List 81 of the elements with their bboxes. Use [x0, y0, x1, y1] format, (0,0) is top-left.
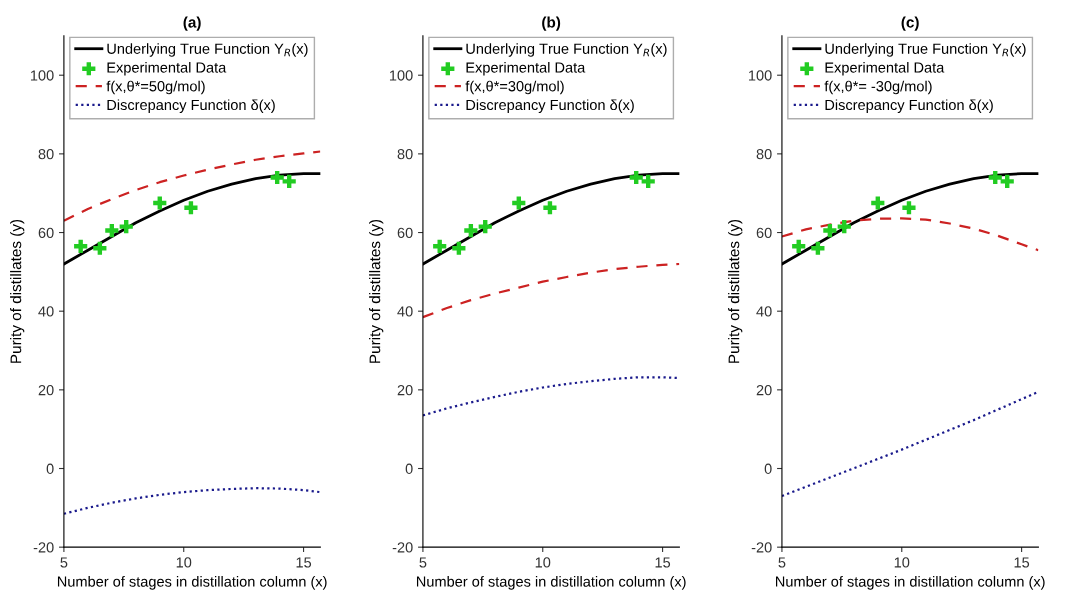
point [629, 170, 643, 185]
point [512, 196, 526, 210]
x-tick-label: 15 [655, 557, 671, 568]
x-axis-title: Number of stages in distillation column (x) [776, 576, 1045, 590]
x-axis-title: Number of stages in distillation column (x) [416, 576, 686, 590]
legend-label: Experimental Data [107, 61, 227, 76]
point [433, 239, 447, 253]
point [871, 196, 885, 210]
point [464, 223, 478, 238]
point [74, 239, 88, 253]
point [811, 241, 825, 255]
legend-label: Discrepancy Function δ(x) [825, 99, 993, 113]
y-tick-label: 60 [397, 227, 413, 238]
point [641, 174, 655, 188]
point [184, 201, 198, 215]
y-tick-label: 20 [756, 384, 772, 396]
line-series [63, 487, 321, 515]
y-tick-label: 80 [397, 148, 413, 160]
y-axis-title: Purity of distillates (y) [369, 219, 384, 363]
legend-label: Underlying True Function Y$_{R}$(x) [107, 43, 308, 57]
point [105, 223, 119, 238]
chart-title: (c) [901, 16, 919, 31]
y-tick-label: 20 [38, 384, 54, 396]
y-tick-label: 80 [756, 148, 772, 160]
y-tick-label: -20 [751, 542, 772, 553]
point [270, 170, 284, 185]
y-tick-label: 100 [389, 70, 413, 81]
y-tick-label: 0 [764, 463, 772, 474]
legend-label: f(x,θ*=50g/mol) [106, 80, 205, 95]
point [988, 170, 1002, 185]
point [452, 241, 466, 255]
point [792, 239, 806, 253]
point [902, 201, 916, 215]
y-tick-label: 60 [38, 227, 54, 238]
line-series [781, 390, 1039, 498]
point [93, 241, 107, 255]
chart-title: (a) [183, 16, 201, 31]
x-tick-label: 10 [535, 557, 551, 568]
line-series [781, 217, 1039, 252]
line-series [63, 150, 321, 222]
x-tick-label: 15 [296, 557, 312, 568]
legend-label: Underlying True Function Y$_{R}$(x) [466, 43, 667, 57]
y-tick-label: 0 [405, 463, 413, 474]
x-tick-label: 5 [778, 557, 786, 568]
y-tick-label: -20 [392, 542, 413, 553]
y-tick-label: 40 [38, 306, 54, 317]
line-series [422, 262, 680, 319]
legend-label: f(x,θ*=30g/mol) [465, 80, 564, 95]
y-axis-title: Purity of distillates (y) [728, 219, 743, 363]
point [543, 201, 557, 215]
x-tick-label: 10 [176, 557, 192, 568]
legend-label: Discrepancy Function δ(x) [466, 99, 634, 113]
y-axis-title: Purity of distillates (y) [10, 219, 25, 363]
point [119, 220, 133, 234]
chart-title: (b) [542, 16, 561, 31]
legend-label: Discrepancy Function δ(x) [107, 99, 275, 113]
y-tick-label: 100 [748, 70, 772, 81]
y-tick-label: 80 [38, 148, 54, 160]
x-tick-label: 15 [1014, 557, 1030, 568]
x-tick-label: 5 [60, 557, 68, 568]
y-tick-label: 40 [397, 306, 413, 317]
legend-label: f(x,θ*= -30g/mol) [824, 80, 932, 95]
point [1000, 174, 1014, 188]
point [823, 223, 837, 238]
y-tick-label: 60 [756, 227, 772, 238]
line-series [422, 376, 680, 417]
x-tick-label: 10 [894, 557, 910, 568]
legend-label: Underlying True Function Y$_{R}$(x) [825, 43, 1026, 57]
point [837, 220, 851, 234]
x-tick-label: 5 [419, 557, 427, 568]
point [478, 220, 492, 234]
x-axis-title: Number of stages in distillation column (x) [57, 576, 327, 590]
y-tick-label: 20 [397, 384, 413, 396]
y-tick-label: 100 [30, 70, 54, 81]
point [282, 174, 296, 188]
point [153, 196, 167, 210]
legend-label: Experimental Data [466, 61, 586, 76]
y-tick-label: 0 [46, 463, 54, 474]
legend-label: Experimental Data [825, 61, 945, 76]
y-tick-label: 40 [756, 306, 772, 317]
y-tick-label: -20 [33, 542, 54, 553]
